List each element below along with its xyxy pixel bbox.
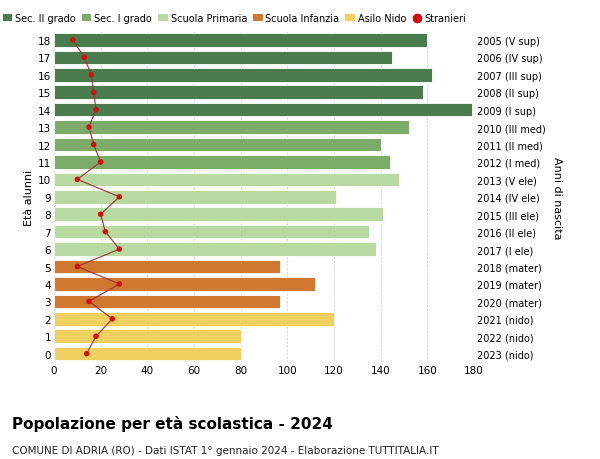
Point	[115, 280, 124, 288]
Text: Popolazione per età scolastica - 2024: Popolazione per età scolastica - 2024	[12, 415, 333, 431]
Bar	[54, 208, 383, 222]
Bar	[54, 139, 380, 152]
Bar	[54, 278, 316, 291]
Bar	[54, 69, 432, 83]
Bar	[54, 190, 337, 204]
Point	[115, 246, 124, 253]
Point	[82, 350, 91, 358]
Point	[96, 211, 106, 218]
Bar	[54, 121, 409, 134]
Point	[91, 107, 101, 114]
Y-axis label: Anni di nascita: Anni di nascita	[552, 156, 562, 239]
Bar	[54, 86, 422, 100]
Point	[115, 194, 124, 201]
Bar	[54, 51, 392, 65]
Point	[89, 141, 98, 149]
Point	[91, 333, 101, 340]
Bar	[54, 295, 280, 308]
Text: COMUNE DI ADRIA (RO) - Dati ISTAT 1° gennaio 2024 - Elaborazione TUTTITALIA.IT: COMUNE DI ADRIA (RO) - Dati ISTAT 1° gen…	[12, 445, 439, 455]
Bar	[54, 312, 334, 326]
Point	[80, 55, 89, 62]
Point	[73, 176, 82, 184]
Point	[101, 229, 110, 236]
Bar	[54, 225, 369, 239]
Bar	[54, 34, 427, 48]
Legend: Sec. II grado, Sec. I grado, Scuola Primaria, Scuola Infanzia, Asilo Nido, Stran: Sec. II grado, Sec. I grado, Scuola Prim…	[2, 14, 467, 24]
Point	[96, 159, 106, 166]
Point	[84, 298, 94, 305]
Y-axis label: Età alunni: Età alunni	[24, 169, 34, 225]
Bar	[54, 347, 241, 361]
Bar	[54, 156, 390, 169]
Point	[68, 37, 77, 45]
Point	[86, 72, 96, 79]
Point	[84, 124, 94, 131]
Point	[73, 263, 82, 271]
Bar	[54, 260, 280, 274]
Point	[107, 315, 117, 323]
Point	[89, 90, 98, 97]
Bar	[54, 243, 376, 256]
Bar	[54, 173, 400, 187]
Bar	[54, 330, 241, 343]
Bar	[54, 104, 472, 117]
